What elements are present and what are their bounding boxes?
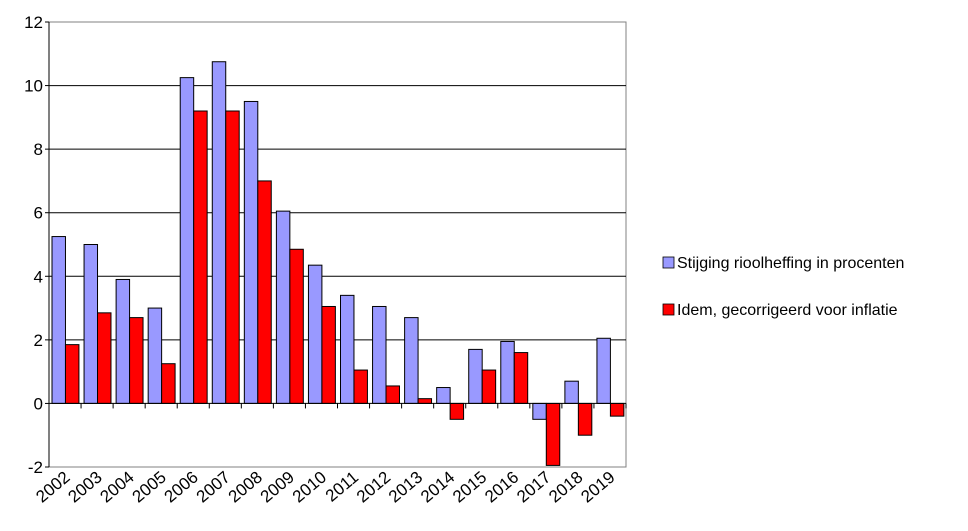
- bar-series-1-2018: [564, 380, 579, 404]
- bar-series-1-2006: [179, 77, 195, 404]
- bar-series-1-2002: [51, 236, 66, 404]
- plot-area: [48, 21, 627, 468]
- bars: [51, 61, 625, 466]
- x-tick-label: 2004: [97, 468, 138, 507]
- x-tick-label: 2012: [353, 468, 394, 507]
- bar-series-1-2008: [243, 100, 259, 404]
- x-tick-label: 2016: [481, 468, 522, 507]
- x-tick-label: 2018: [545, 468, 586, 507]
- bar-series-2-2019: [609, 402, 625, 417]
- bar-series-2-2006: [193, 110, 208, 404]
- y-tick-label: 12: [24, 13, 43, 32]
- y-tick-label: -2: [28, 458, 43, 477]
- bar-series-2-2003: [97, 312, 112, 404]
- bar-series-1-2015: [468, 348, 483, 404]
- bar-series-1-2007: [211, 61, 227, 404]
- bar-series-1-2011: [340, 294, 355, 404]
- bar-series-2-2015: [481, 369, 497, 404]
- bar-series-2-2009: [289, 248, 304, 404]
- bar-series-2-2013: [417, 398, 433, 404]
- y-tick-label: 6: [34, 204, 43, 223]
- legend-swatch-series-2: [662, 303, 675, 316]
- legend-label-series-2: Idem, gecorrigeerd voor inflatie: [677, 302, 898, 319]
- y-tick-label: 2: [34, 331, 43, 350]
- y-tick-labels: 12 10 8 6 4 2 0 -2: [24, 13, 49, 477]
- legend: Stijging rioolheffing in procenten Idem,…: [662, 255, 904, 319]
- bar-series-1-2013: [404, 317, 419, 404]
- x-tick-label: 2009: [257, 468, 298, 507]
- bar-series-1-2005: [147, 307, 163, 404]
- x-tick-label: 2007: [193, 468, 234, 507]
- x-tick-label: 2019: [577, 468, 618, 507]
- x-tick-label: 2017: [513, 468, 554, 507]
- y-tick-label: 0: [34, 394, 43, 413]
- legend-swatch-series-1: [662, 256, 675, 269]
- bar-series-2-2008: [257, 180, 272, 404]
- bar-series-1-2017: [532, 402, 547, 420]
- bar-series-1-2014: [436, 387, 451, 404]
- bar-series-2-2016: [513, 352, 529, 404]
- x-tick-label: 2010: [289, 468, 330, 507]
- x-tick-label: 2015: [449, 468, 490, 507]
- gridlines: [49, 85, 626, 341]
- bar-series-2-2012: [385, 385, 400, 404]
- x-tick-label: 2006: [161, 468, 202, 507]
- y-tick-label: 10: [24, 77, 43, 96]
- x-tick-label: 2005: [129, 468, 170, 507]
- y-tick-label: 4: [34, 267, 43, 286]
- bar-series-2-2005: [161, 363, 176, 404]
- y-tick-label: 8: [34, 140, 43, 159]
- bar-series-2-2017: [545, 402, 561, 466]
- x-tick-label: 2013: [385, 468, 426, 507]
- bar-series-1-2012: [372, 305, 387, 404]
- bar-series-1-2004: [115, 278, 131, 404]
- bar-series-2-2007: [225, 110, 240, 404]
- bar-series-1-2019: [596, 337, 611, 404]
- bar-series-2-2004: [129, 317, 144, 404]
- bar-series-1-2009: [275, 210, 291, 404]
- bar-series-1-2003: [83, 244, 99, 404]
- bar-series-1-2016: [500, 340, 515, 404]
- legend-label-series-1: Stijging rioolheffing in procenten: [677, 255, 904, 272]
- bar-series-2-2018: [577, 402, 593, 436]
- bar-series-2-2014: [449, 402, 465, 420]
- bar-series-2-2002: [64, 344, 80, 404]
- bar-series-2-2010: [321, 305, 336, 404]
- x-tick-label: 2003: [64, 468, 105, 507]
- x-tick-label: 2011: [322, 468, 362, 506]
- x-tick-label: 2008: [225, 468, 266, 507]
- bar-series-2-2011: [353, 369, 368, 404]
- bar-series-1-2010: [307, 264, 323, 404]
- x-tick-label: 2014: [417, 468, 458, 507]
